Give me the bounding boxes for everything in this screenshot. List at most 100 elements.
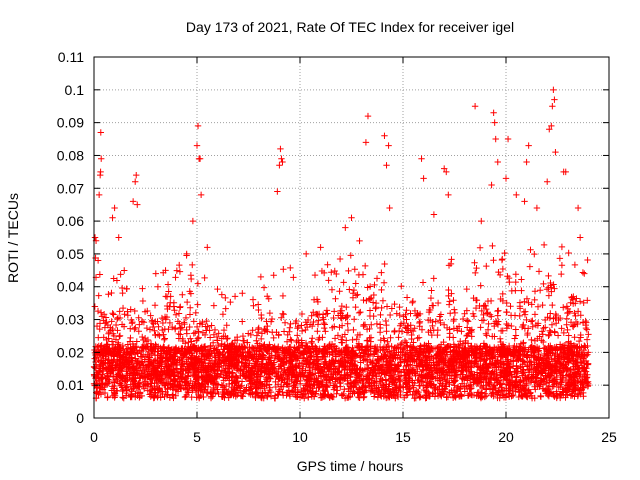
data-point-1368 bbox=[560, 329, 568, 337]
data-point-3386 bbox=[139, 344, 147, 352]
data-point-4344 bbox=[271, 365, 278, 372]
data-point-2625 bbox=[157, 377, 164, 385]
data-point-145 bbox=[298, 388, 305, 395]
data-point-867 bbox=[173, 267, 181, 274]
data-point-476 bbox=[571, 261, 579, 269]
data-point-3416 bbox=[431, 393, 439, 400]
data-point-863 bbox=[496, 271, 504, 279]
data-point-4976 bbox=[258, 393, 265, 400]
data-point-4742 bbox=[223, 372, 230, 379]
data-point-4955 bbox=[368, 380, 375, 387]
data-point-2858 bbox=[444, 393, 452, 401]
data-point-3768 bbox=[290, 367, 297, 374]
data-point-4959 bbox=[480, 365, 488, 373]
data-point-2972 bbox=[526, 263, 534, 270]
data-point-4642 bbox=[350, 316, 358, 323]
data-point-4685 bbox=[486, 380, 493, 388]
data-point-1641 bbox=[403, 316, 410, 323]
data-point-3827 bbox=[378, 286, 385, 294]
data-point-3841 bbox=[400, 319, 408, 327]
data-point-2377 bbox=[222, 305, 229, 312]
data-point-3563 bbox=[191, 367, 199, 374]
data-point-1470 bbox=[574, 320, 581, 328]
data-point-3715 bbox=[572, 361, 579, 368]
data-point-3299 bbox=[372, 305, 379, 312]
data-point-4801 bbox=[247, 331, 255, 339]
data-point-2902 bbox=[114, 314, 122, 322]
data-point-3344 bbox=[191, 329, 199, 337]
data-point-4083 bbox=[351, 362, 358, 369]
grid-lines bbox=[94, 57, 609, 418]
data-point-2822 bbox=[465, 330, 472, 337]
data-point-4585 bbox=[437, 341, 445, 348]
data-point-4576 bbox=[116, 347, 123, 354]
data-point-3275 bbox=[364, 337, 371, 344]
data-point-482 bbox=[95, 292, 102, 299]
data-point-4836 bbox=[275, 390, 282, 398]
data-point-4065 bbox=[266, 370, 273, 378]
data-point-1276 bbox=[139, 297, 147, 305]
data-point-4563 bbox=[239, 393, 247, 400]
data-point-2094 bbox=[541, 316, 549, 324]
data-point-4477 bbox=[210, 386, 218, 393]
data-point-3652 bbox=[275, 368, 282, 375]
data-point-4213 bbox=[440, 387, 447, 395]
data-point-4841 bbox=[538, 364, 545, 371]
data-point-3874 bbox=[416, 359, 424, 367]
data-point-4971 bbox=[545, 272, 552, 280]
data-point-1093 bbox=[563, 315, 570, 322]
data-point-4271 bbox=[259, 355, 267, 363]
data-point-4851 bbox=[559, 375, 566, 383]
data-point-4829 bbox=[110, 332, 118, 340]
data-point-3610 bbox=[279, 292, 287, 300]
data-point-4217 bbox=[483, 332, 490, 339]
data-point-4930 bbox=[156, 371, 163, 379]
data-point-3824 bbox=[343, 303, 350, 311]
data-point-3496 bbox=[539, 331, 547, 338]
data-point-4835 bbox=[378, 376, 386, 384]
data-point-4600 bbox=[97, 391, 105, 398]
data-point-4143 bbox=[179, 335, 186, 343]
data-point-554 bbox=[206, 334, 214, 341]
data-point-4303 bbox=[339, 356, 347, 363]
data-point-4855 bbox=[570, 344, 577, 352]
data-point-4842 bbox=[515, 386, 523, 393]
data-point-4435 bbox=[280, 266, 287, 273]
data-point-2619 bbox=[402, 351, 409, 358]
data-point-3964 bbox=[463, 385, 471, 393]
data-point-4482 bbox=[414, 353, 421, 360]
data-point-3327 bbox=[500, 343, 507, 350]
data-point-4700 bbox=[576, 298, 584, 305]
data-point-3226 bbox=[527, 359, 534, 366]
data-point-3270 bbox=[473, 392, 480, 400]
data-point-1121 bbox=[350, 326, 357, 334]
data-point-2358 bbox=[96, 325, 103, 333]
data-point-4936 bbox=[229, 388, 236, 396]
data-point-4048 bbox=[550, 374, 558, 382]
data-point-2974 bbox=[299, 390, 306, 398]
data-point-3422 bbox=[405, 353, 412, 361]
data-point-1708 bbox=[294, 332, 301, 339]
data-point-2448 bbox=[463, 285, 470, 293]
data-point-2278 bbox=[407, 343, 414, 350]
data-point-4495 bbox=[253, 378, 261, 385]
data-point-3230 bbox=[459, 315, 467, 323]
data-point-4192 bbox=[360, 393, 368, 400]
data-point-4796 bbox=[556, 255, 564, 262]
data-point-4698 bbox=[415, 351, 422, 359]
data-point-4800 bbox=[195, 328, 202, 335]
data-point-4490 bbox=[526, 390, 534, 397]
data-point-4821 bbox=[473, 376, 480, 384]
data-point-1274 bbox=[377, 311, 384, 319]
data-point-4005 bbox=[294, 386, 301, 394]
data-point-4405 bbox=[299, 373, 307, 380]
data-point-2723 bbox=[187, 290, 195, 297]
data-point-2588 bbox=[279, 355, 287, 363]
data-point-3377 bbox=[93, 322, 101, 330]
data-point-3580 bbox=[504, 322, 512, 329]
data-point-4690 bbox=[490, 382, 498, 389]
data-point-4609 bbox=[401, 394, 408, 401]
data-point-3809 bbox=[584, 342, 591, 350]
data-point-4294 bbox=[219, 348, 227, 356]
data-point-4190 bbox=[124, 341, 132, 348]
